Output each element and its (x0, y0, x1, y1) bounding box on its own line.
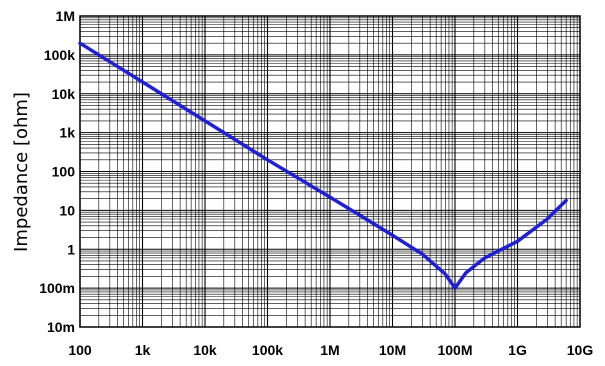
y-axis-ticks: 1M 100k 10k 1k 100 10 1 100m 10m (39, 8, 75, 335)
y-tick-label: 1M (56, 8, 75, 24)
y-tick-label: 100 (52, 164, 76, 180)
x-tick-label: 10k (193, 342, 217, 358)
x-tick-label: 10G (567, 342, 594, 358)
plot-frame (79, 15, 581, 328)
x-tick-label: 1k (135, 342, 151, 358)
y-axis-label: Impedance [ohm] (11, 92, 32, 252)
y-tick-label: 100m (39, 280, 75, 296)
x-tick-label: 100k (252, 342, 283, 358)
x-axis-ticks: 100 1k 10k 100k 1M 10M 100M 1G 10G (68, 342, 593, 358)
x-tick-label: 100 (68, 342, 92, 358)
y-tick-label: 10m (47, 319, 75, 335)
y-tick-label: 1k (59, 125, 75, 141)
y-tick-label: 10 (59, 202, 75, 218)
y-tick-label: 100k (44, 47, 75, 63)
x-tick-label: 10M (379, 342, 406, 358)
x-tick-label: 100M (437, 342, 472, 358)
x-tick-label: 1G (508, 342, 527, 358)
x-tick-label: 1M (320, 342, 339, 358)
grid-lines (79, 16, 580, 328)
series-layer (78, 41, 568, 290)
y-tick-label: 10k (52, 86, 76, 102)
y-tick-label: 1 (67, 241, 75, 257)
impedance-curve-line (78, 41, 568, 290)
